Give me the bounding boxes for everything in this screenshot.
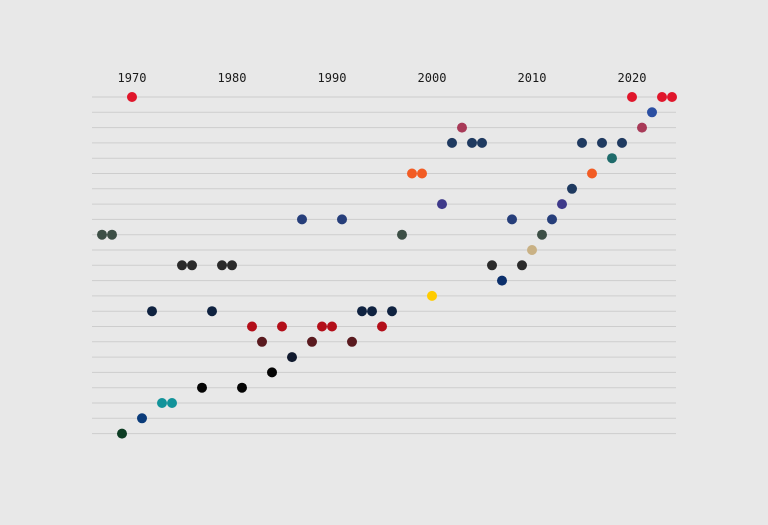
- x-tick-label: 1980: [218, 71, 247, 85]
- data-point: [107, 229, 117, 240]
- data-point: [407, 168, 417, 179]
- data-point: [357, 306, 367, 317]
- data-point: [667, 92, 677, 102]
- points-layer: [97, 92, 677, 439]
- data-point: [307, 336, 317, 347]
- data-point: [437, 199, 447, 210]
- data-point: [267, 367, 277, 378]
- data-point: [497, 275, 507, 286]
- data-point: [647, 107, 657, 118]
- data-point: [137, 413, 147, 424]
- x-tick-label: 1990: [318, 71, 347, 85]
- data-point: [197, 382, 207, 393]
- data-point: [567, 183, 577, 194]
- data-point: [547, 214, 557, 225]
- data-point: [507, 214, 517, 225]
- data-point: [477, 137, 487, 148]
- data-point: [227, 260, 237, 271]
- data-point: [207, 306, 217, 317]
- data-point: [127, 92, 137, 102]
- data-point: [367, 306, 377, 317]
- data-point: [417, 168, 427, 179]
- data-point: [327, 321, 337, 332]
- x-tick-label: 2020: [618, 71, 647, 85]
- data-point: [597, 137, 607, 148]
- data-point: [527, 245, 537, 255]
- data-point: [347, 336, 357, 347]
- data-point: [517, 260, 527, 271]
- data-point: [117, 428, 127, 439]
- data-point: [637, 122, 647, 133]
- data-point: [457, 122, 467, 133]
- data-point: [337, 214, 347, 225]
- x-tick-label: 1970: [118, 71, 147, 85]
- data-point: [427, 290, 437, 301]
- data-point: [627, 92, 637, 102]
- data-point: [237, 382, 247, 393]
- data-point: [167, 398, 177, 408]
- data-point: [607, 153, 617, 164]
- data-point: [657, 92, 667, 102]
- data-point: [187, 260, 197, 271]
- x-axis-ticks: 1970 1980 1990 2000 2010 2020: [118, 71, 647, 85]
- data-point: [377, 321, 387, 332]
- data-point: [277, 321, 287, 332]
- data-point: [157, 398, 167, 408]
- data-point: [287, 352, 297, 363]
- data-point: [487, 260, 497, 271]
- data-point: [217, 260, 227, 271]
- data-point: [147, 306, 157, 317]
- data-point: [387, 306, 397, 317]
- x-tick-label: 2010: [518, 71, 547, 85]
- data-point: [97, 229, 107, 240]
- data-point: [557, 199, 567, 210]
- data-point: [587, 168, 597, 179]
- data-point: [617, 137, 627, 148]
- data-point: [537, 229, 547, 240]
- data-point: [317, 321, 327, 332]
- data-point: [247, 321, 257, 332]
- data-point: [447, 137, 457, 148]
- data-point: [397, 229, 407, 240]
- data-point: [467, 137, 477, 148]
- data-point: [177, 260, 187, 271]
- data-point: [257, 336, 267, 347]
- data-point: [577, 137, 587, 148]
- data-point: [297, 214, 307, 225]
- x-tick-label: 2000: [418, 71, 447, 85]
